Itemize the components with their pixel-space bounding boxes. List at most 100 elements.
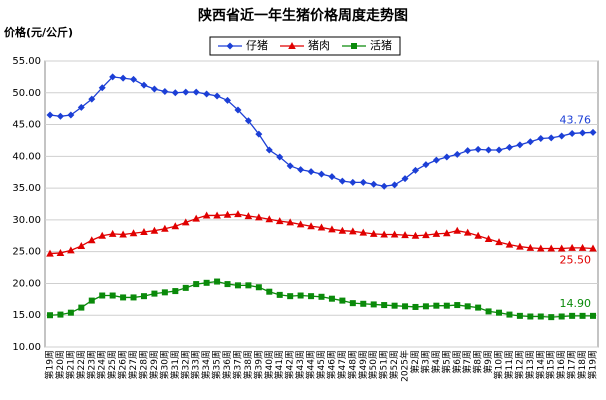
point — [77, 103, 85, 111]
point — [244, 117, 252, 125]
point — [370, 301, 377, 308]
point — [505, 143, 513, 151]
x-tick-label: 第45周 — [315, 350, 327, 379]
point — [526, 138, 534, 146]
point — [506, 311, 513, 318]
point — [338, 177, 346, 185]
point — [485, 146, 493, 154]
point — [47, 312, 53, 319]
point — [589, 244, 597, 252]
x-tick-label: 第43周 — [294, 350, 306, 379]
point — [474, 231, 482, 239]
point — [244, 212, 253, 220]
point — [203, 279, 210, 286]
x-tick-label: 第2周 — [409, 350, 421, 374]
point — [589, 128, 597, 136]
point — [265, 146, 273, 154]
y-tick-label: 30.00 — [12, 215, 41, 226]
point — [77, 241, 86, 249]
point — [349, 227, 357, 235]
point — [297, 292, 304, 299]
point — [88, 297, 95, 304]
point — [172, 288, 179, 295]
x-tick-label: 第41周 — [273, 350, 285, 379]
x-tick-label: 第44周 — [305, 350, 317, 379]
point — [453, 150, 461, 158]
point — [390, 230, 399, 238]
legend-marker — [226, 42, 234, 50]
point — [391, 302, 398, 309]
x-tick-label: 第48周 — [346, 350, 358, 379]
point — [401, 175, 409, 183]
point — [234, 282, 241, 289]
point — [193, 281, 200, 288]
point — [98, 231, 107, 239]
point — [255, 284, 262, 291]
x-tick-label: 第46周 — [325, 350, 337, 379]
x-tick-label: 第26周 — [117, 350, 129, 379]
point — [505, 240, 514, 248]
x-tick-label: 第28周 — [137, 350, 149, 379]
x-tick-label: 第32周 — [179, 350, 191, 379]
x-tick-label: 第15周 — [545, 350, 557, 379]
point — [57, 311, 64, 318]
point — [171, 222, 180, 230]
point — [245, 282, 252, 289]
point — [412, 303, 419, 310]
point — [276, 153, 284, 161]
x-tick-label: 第21周 — [64, 350, 76, 379]
point — [547, 134, 555, 142]
x-tick-label: 第47周 — [336, 350, 348, 379]
y-tick-label: 25.00 — [12, 247, 41, 258]
point — [349, 178, 357, 186]
point — [265, 215, 274, 223]
point — [224, 96, 232, 104]
y-tick-label: 40.00 — [12, 151, 41, 162]
point — [463, 228, 472, 236]
x-tick-label: 第40周 — [263, 350, 275, 379]
point — [67, 111, 75, 119]
point — [109, 292, 116, 299]
x-tick-label: 第33周 — [190, 350, 202, 379]
point — [381, 302, 388, 309]
x-tick-label: 第49周 — [357, 350, 369, 379]
x-tick-label: 第17周 — [566, 350, 578, 379]
point — [307, 168, 315, 176]
point — [547, 244, 556, 252]
point — [391, 181, 399, 189]
x-tick-label: 第12周 — [513, 350, 525, 379]
point — [78, 304, 85, 311]
point — [255, 213, 263, 221]
point — [464, 147, 472, 155]
x-tick-label: 第38周 — [242, 350, 254, 379]
point — [568, 243, 576, 251]
legend-marker — [288, 42, 296, 49]
point — [558, 313, 565, 320]
legend-box — [209, 36, 401, 56]
x-tick-label: 第6周 — [451, 350, 463, 374]
point — [402, 303, 409, 310]
point — [56, 112, 64, 120]
legend-label: 活猪 — [370, 39, 392, 52]
x-tick-label: 第35周 — [211, 350, 223, 379]
point — [579, 129, 587, 137]
x-tick-label: 第16周 — [555, 350, 567, 379]
point — [140, 81, 148, 89]
point — [67, 246, 75, 254]
point — [318, 170, 325, 178]
y-tick-label: 45.00 — [12, 120, 41, 131]
point — [590, 312, 596, 319]
x-tick-label: 第36周 — [221, 350, 233, 379]
legend-marker — [351, 43, 357, 49]
point — [548, 314, 555, 321]
point — [359, 228, 368, 236]
point — [161, 289, 168, 296]
point — [307, 222, 315, 230]
point — [266, 288, 273, 295]
point — [527, 313, 534, 320]
x-tick-label: 第19周 — [587, 350, 599, 379]
x-tick-label: 第4周 — [430, 350, 442, 374]
point — [150, 226, 159, 234]
x-tick-label: 第34周 — [200, 350, 212, 379]
